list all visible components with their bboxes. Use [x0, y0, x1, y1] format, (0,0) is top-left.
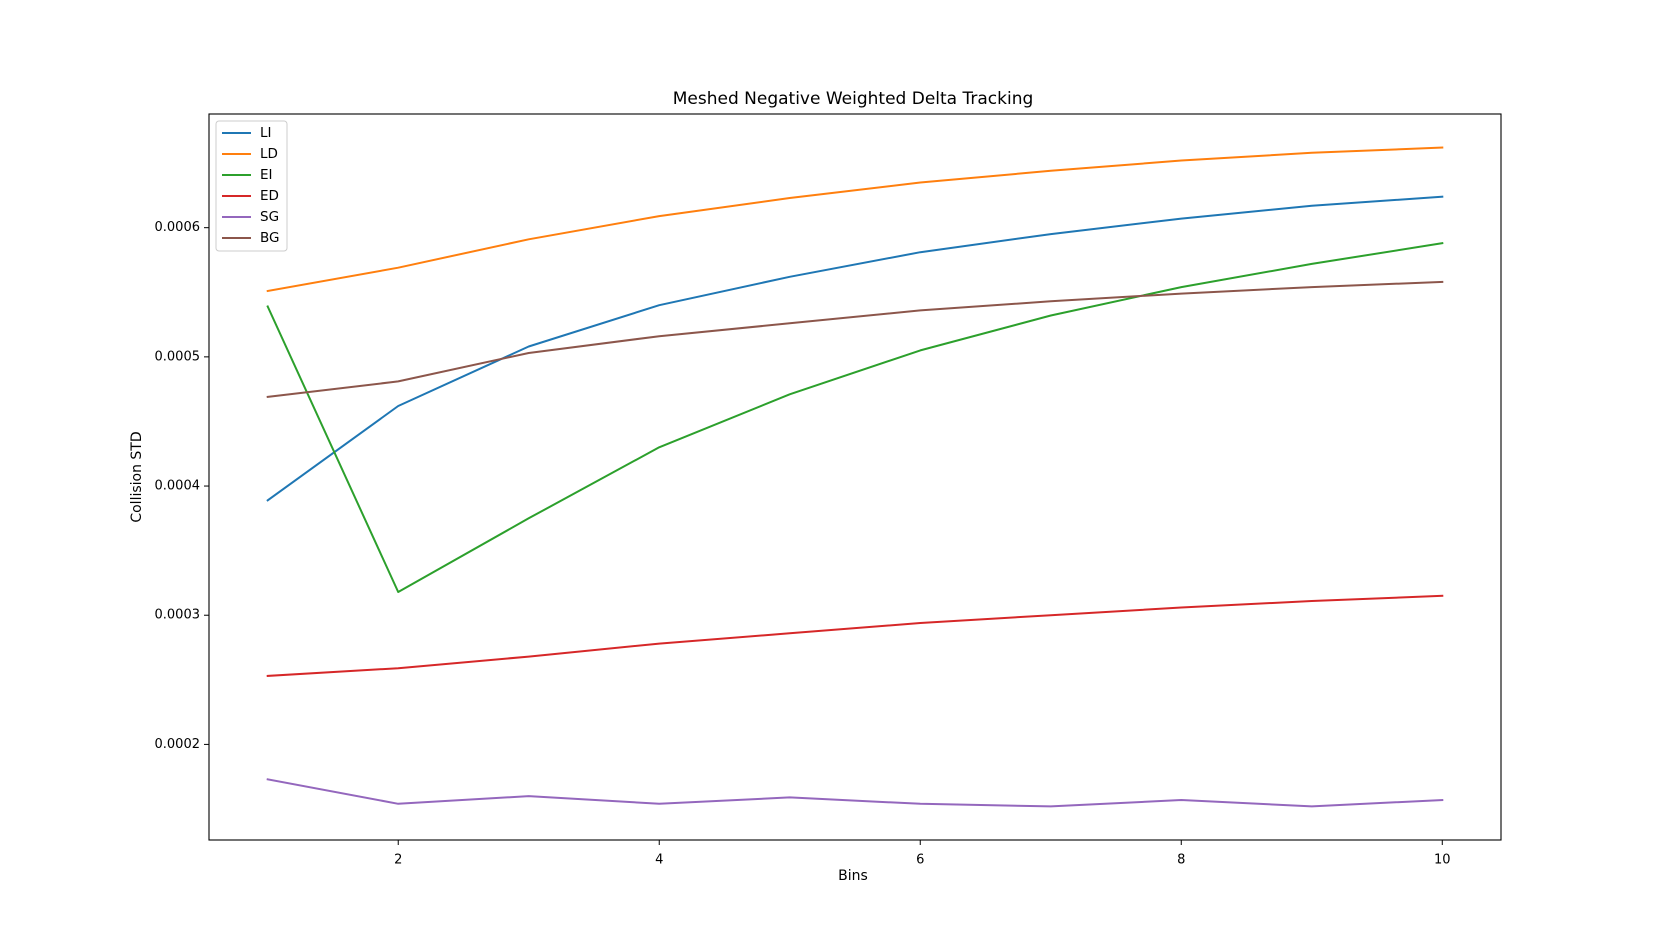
x-tick-label: 10 — [1434, 853, 1451, 868]
x-axis: 2 4 6 8 10 — [394, 840, 1451, 868]
y-tick-label: 0.0002 — [155, 737, 201, 752]
series-line-ld — [266, 146, 1444, 293]
series-line-li — [266, 195, 1444, 502]
legend-label-ei: EI — [260, 167, 273, 183]
series-layer — [266, 146, 1444, 808]
y-axis: 0.0002 0.0003 0.0004 0.0005 0.0006 — [155, 220, 209, 752]
legend-label-bg: BG — [260, 230, 280, 246]
series-line-ei — [266, 242, 1444, 593]
x-axis-label: Bins — [838, 868, 868, 884]
chart-title: Meshed Negative Weighted Delta Tracking — [673, 89, 1034, 109]
legend-label-sg: SG — [260, 209, 279, 225]
plot-frame — [208, 113, 1502, 841]
series-line-ed — [266, 594, 1444, 677]
series-line-sg — [266, 778, 1444, 808]
y-tick-label: 0.0004 — [155, 479, 201, 494]
legend: LI LD EI ED SG BG — [215, 120, 288, 252]
x-tick-label: 4 — [655, 853, 663, 868]
x-tick-label: 8 — [1177, 853, 1185, 868]
y-tick-label: 0.0006 — [155, 220, 201, 235]
y-tick-label: 0.0005 — [155, 349, 201, 364]
x-tick-label: 2 — [394, 853, 402, 868]
y-tick-label: 0.0003 — [155, 608, 201, 623]
x-tick-label: 6 — [916, 853, 924, 868]
series-line-bg — [266, 280, 1444, 399]
y-axis-label: Collision STD — [129, 431, 145, 522]
legend-label-li: LI — [260, 125, 272, 141]
legend-label-ed: ED — [260, 188, 279, 204]
legend-label-ld: LD — [260, 146, 278, 162]
